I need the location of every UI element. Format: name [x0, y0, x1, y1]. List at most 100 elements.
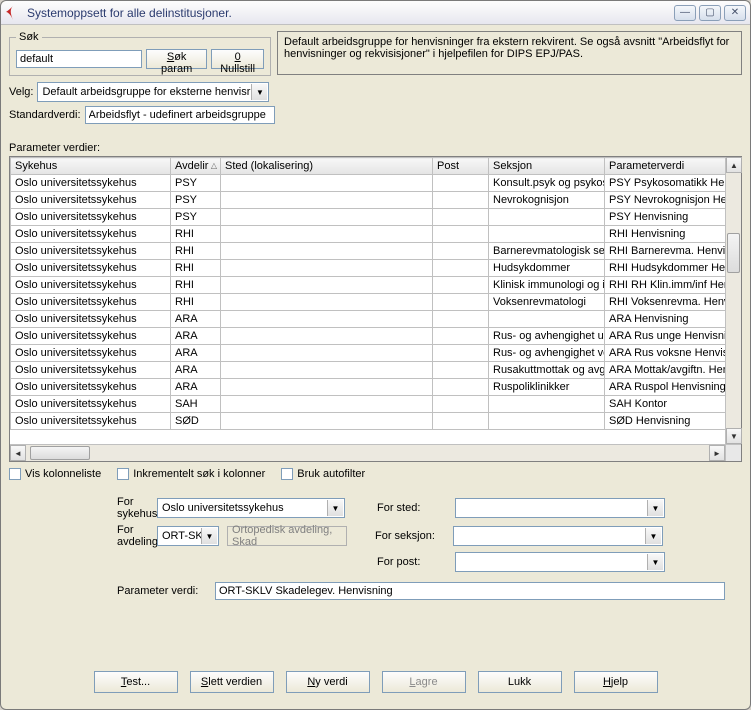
- table-cell: PSY: [171, 175, 221, 192]
- column-header[interactable]: Sykehus: [11, 158, 171, 175]
- scroll-left-icon[interactable]: ◄: [10, 445, 26, 461]
- table-cell: [433, 311, 489, 328]
- table-cell: RHI: [171, 226, 221, 243]
- table-row[interactable]: Oslo universitetssykehusSAHSAH Kontor: [11, 396, 742, 413]
- search-input[interactable]: [16, 50, 142, 68]
- for-sted-select[interactable]: ▼: [455, 498, 665, 518]
- table-cell: [433, 345, 489, 362]
- test-button[interactable]: Test...: [94, 671, 178, 693]
- table-cell: Oslo universitetssykehus: [11, 396, 171, 413]
- table-row[interactable]: Oslo universitetssykehusRHIRHI Henvisnin…: [11, 226, 742, 243]
- column-header[interactable]: Seksjon: [489, 158, 605, 175]
- velg-value: Default arbeidsgruppe for eksterne henvi…: [42, 86, 250, 98]
- table-row[interactable]: Oslo universitetssykehusRHIHudsykdommerR…: [11, 260, 742, 277]
- ny-verdi-button[interactable]: Ny verdi: [286, 671, 370, 693]
- window-buttons: — ▢ ✕: [674, 5, 746, 21]
- table-row[interactable]: Oslo universitetssykehusSØDSØD Henvisnin…: [11, 413, 742, 430]
- table-cell: SAH Kontor: [605, 396, 742, 413]
- table-cell: Hudsykdommer: [489, 260, 605, 277]
- content-area: Søk SSøk paramøk param 0 Nullstill0 Null…: [1, 25, 750, 709]
- table-cell: ARA: [171, 345, 221, 362]
- table-row[interactable]: Oslo universitetssykehusARARus- og avhen…: [11, 345, 742, 362]
- table-row[interactable]: Oslo universitetssykehusRHIVoksenrevmato…: [11, 294, 742, 311]
- table-cell: [489, 311, 605, 328]
- filter-form: For sykehus Oslo universitetssykehus ▼ F…: [9, 492, 742, 600]
- table-row[interactable]: Oslo universitetssykehusPSYNevrokognisjo…: [11, 192, 742, 209]
- hjelp-button[interactable]: Hjelp: [574, 671, 658, 693]
- table-cell: RHI: [171, 294, 221, 311]
- titlebar: Systemoppsett for alle delinstitusjoner.…: [1, 1, 750, 25]
- column-header[interactable]: Sted (lokalisering): [221, 158, 433, 175]
- table-row[interactable]: Oslo universitetssykehusRHIBarnerevmatol…: [11, 243, 742, 260]
- column-header[interactable]: Parameterverdi: [605, 158, 742, 175]
- column-header[interactable]: Post: [433, 158, 489, 175]
- table-cell: Barnerevmatologisk sek: [489, 243, 605, 260]
- scroll-down-icon[interactable]: ▼: [726, 428, 742, 444]
- column-header[interactable]: Avdelir△: [171, 158, 221, 175]
- table-cell: [221, 328, 433, 345]
- table-cell: ARA Rus unge Henvisning: [605, 328, 742, 345]
- table-cell: [221, 243, 433, 260]
- horizontal-scrollbar[interactable]: ◄ ►: [10, 444, 725, 461]
- for-seksjon-select[interactable]: ▼: [453, 526, 663, 546]
- table-cell: [221, 209, 433, 226]
- autofilter-checkbox[interactable]: Bruk autofilter: [281, 468, 365, 480]
- slett-button[interactable]: Slett verdien: [190, 671, 274, 693]
- scroll-right-icon[interactable]: ►: [709, 445, 725, 461]
- table-cell: [433, 328, 489, 345]
- table-cell: Oslo universitetssykehus: [11, 362, 171, 379]
- table-row[interactable]: Oslo universitetssykehusARARusakuttmotta…: [11, 362, 742, 379]
- reset-button[interactable]: 0 Nullstill0 Nullstill: [211, 49, 264, 69]
- close-button[interactable]: ✕: [724, 5, 746, 21]
- for-avdeling-select[interactable]: ORT-SK ▼: [157, 526, 219, 546]
- table-cell: [433, 379, 489, 396]
- table-cell: [489, 226, 605, 243]
- table-cell: PSY Henvisning: [605, 209, 742, 226]
- table-cell: Oslo universitetssykehus: [11, 379, 171, 396]
- table-cell: Rus- og avhengighet ur: [489, 328, 605, 345]
- table-cell: [221, 260, 433, 277]
- table-cell: Rusakuttmottak og avg: [489, 362, 605, 379]
- lagre-button[interactable]: Lagre: [382, 671, 466, 693]
- search-legend: Søk: [16, 31, 42, 43]
- inkrementelt-checkbox[interactable]: Inkrementelt søk i kolonner: [117, 468, 265, 480]
- parameter-verdi-input[interactable]: [215, 582, 725, 600]
- velg-label: Velg:: [9, 86, 33, 98]
- data-table: SykehusAvdelir△Sted (lokalisering)PostSe…: [10, 157, 741, 430]
- table-row[interactable]: Oslo universitetssykehusPSYPSY Henvisnin…: [11, 209, 742, 226]
- chevron-down-icon: ▼: [647, 500, 663, 516]
- minimize-button[interactable]: —: [674, 5, 696, 21]
- description-box: Default arbeidsgruppe for henvisninger f…: [277, 31, 742, 75]
- table-cell: [433, 294, 489, 311]
- search-param-button[interactable]: SSøk paramøk param: [146, 49, 207, 69]
- table-row[interactable]: Oslo universitetssykehusARARuspoliklinik…: [11, 379, 742, 396]
- table-row[interactable]: Oslo universitetssykehusPSYKonsult.psyk …: [11, 175, 742, 192]
- scroll-thumb-v[interactable]: [727, 233, 740, 273]
- table-row[interactable]: Oslo universitetssykehusARAARA Henvisnin…: [11, 311, 742, 328]
- table-cell: [221, 345, 433, 362]
- vis-kolonneliste-checkbox[interactable]: Vis kolonneliste: [9, 468, 101, 480]
- standard-input[interactable]: [85, 106, 275, 124]
- vertical-scrollbar[interactable]: ▲ ▼: [725, 157, 741, 444]
- for-post-select[interactable]: ▼: [455, 552, 665, 572]
- scroll-thumb-h[interactable]: [30, 446, 90, 460]
- table-cell: Oslo universitetssykehus: [11, 175, 171, 192]
- table-row[interactable]: Oslo universitetssykehusRHIKlinisk immun…: [11, 277, 742, 294]
- app-window: Systemoppsett for alle delinstitusjoner.…: [0, 0, 751, 710]
- table-cell: [221, 294, 433, 311]
- maximize-button[interactable]: ▢: [699, 5, 721, 21]
- table-cell: [433, 362, 489, 379]
- table-cell: [433, 396, 489, 413]
- scroll-up-icon[interactable]: ▲: [726, 157, 742, 173]
- table-cell: [221, 379, 433, 396]
- velg-select[interactable]: Default arbeidsgruppe for eksterne henvi…: [37, 82, 269, 102]
- table-row[interactable]: Oslo universitetssykehusARARus- og avhen…: [11, 328, 742, 345]
- table-cell: Oslo universitetssykehus: [11, 311, 171, 328]
- table-cell: Oslo universitetssykehus: [11, 209, 171, 226]
- table-cell: RHI: [171, 243, 221, 260]
- table-cell: [433, 413, 489, 430]
- for-sykehus-select[interactable]: Oslo universitetssykehus ▼: [157, 498, 345, 518]
- table-cell: PSY Psykosomatikk Henvisning: [605, 175, 742, 192]
- table-cell: [433, 243, 489, 260]
- lukk-button[interactable]: Lukk: [478, 671, 562, 693]
